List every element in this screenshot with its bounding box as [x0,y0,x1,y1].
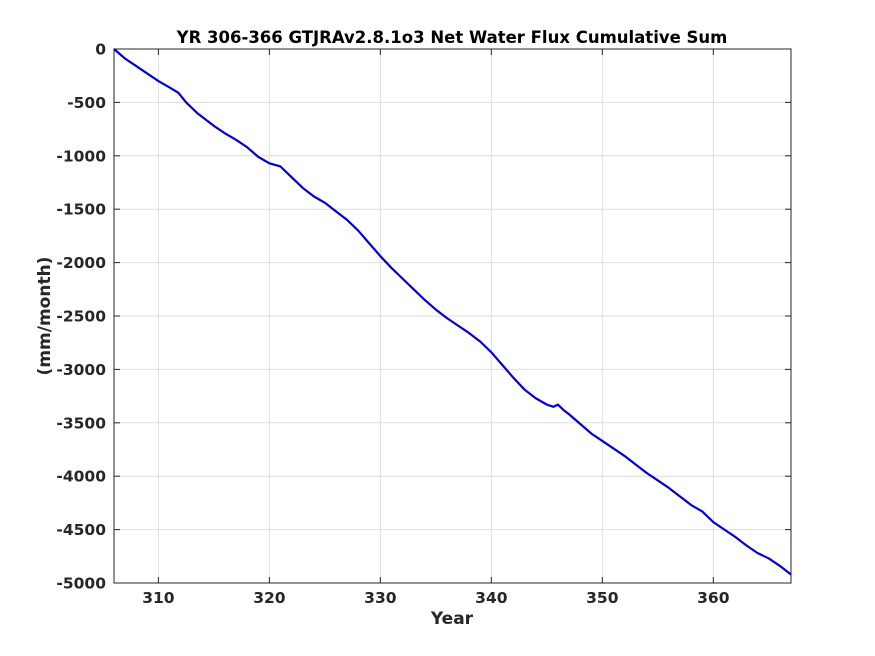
y-tick-label: -3000 [56,361,106,379]
x-tick-label: 330 [364,589,397,607]
x-tick-label: 340 [475,589,508,607]
series-line-0 [113,48,792,576]
x-tick-label: 310 [142,589,175,607]
y-tick-label: -4000 [56,468,106,486]
chart-title: YR 306-366 GTJRAv2.8.1o3 Net Water Flux … [176,28,728,47]
y-axis-label: (mm/month) [35,257,55,376]
y-tick-label: -4500 [56,521,106,539]
y-tick-label: -5000 [56,575,106,593]
x-tick-label: 350 [586,589,619,607]
y-tick-label: 0 [95,41,106,59]
x-axis-label: Year [430,609,474,629]
x-tick-label: 360 [697,589,730,607]
x-tick-label: 320 [253,589,286,607]
y-tick-label: -1500 [56,201,106,219]
y-tick-label: -2000 [56,254,106,272]
axis-ticks: 310 320 330 340 350 360 0 -500 -1000 -1500 -2000 -2… [56,41,791,607]
y-tick-label: -3500 [56,414,106,432]
y-tick-label: -500 [67,94,106,112]
series-layer [113,48,792,576]
y-tick-label: -1000 [56,147,106,165]
y-tick-label: -2500 [56,308,106,326]
